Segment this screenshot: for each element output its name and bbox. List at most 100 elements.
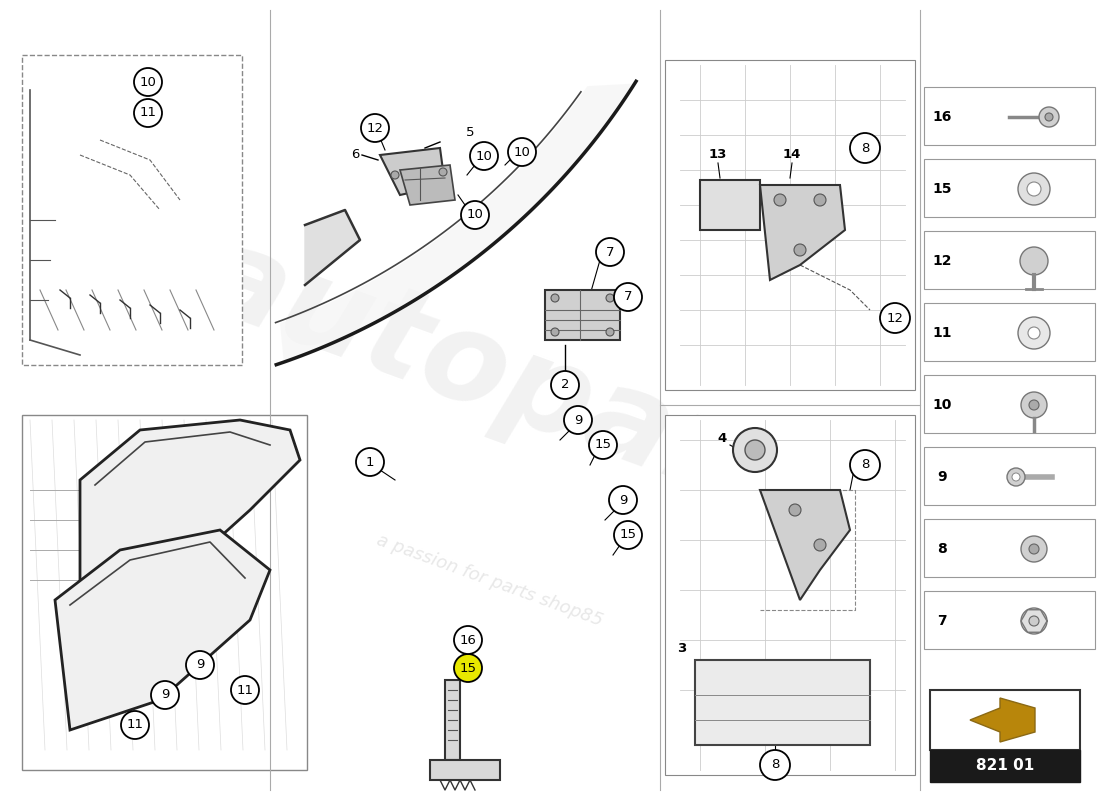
Circle shape	[1028, 616, 1040, 626]
Circle shape	[614, 521, 642, 549]
Text: a passion for parts shop85: a passion for parts shop85	[374, 530, 606, 630]
Polygon shape	[970, 698, 1035, 742]
Circle shape	[121, 711, 148, 739]
Text: 821 01: 821 01	[976, 758, 1034, 774]
Text: 10: 10	[933, 398, 952, 412]
FancyBboxPatch shape	[924, 375, 1094, 433]
Circle shape	[439, 168, 447, 176]
Circle shape	[454, 626, 482, 654]
Circle shape	[1040, 107, 1059, 127]
Text: 3: 3	[678, 642, 686, 654]
Circle shape	[551, 294, 559, 302]
Polygon shape	[760, 185, 845, 280]
FancyBboxPatch shape	[930, 750, 1080, 782]
Text: 10: 10	[140, 75, 156, 89]
Circle shape	[186, 651, 214, 679]
Circle shape	[508, 138, 536, 166]
Circle shape	[1021, 392, 1047, 418]
Text: 9: 9	[937, 470, 947, 484]
Circle shape	[596, 238, 624, 266]
Circle shape	[470, 142, 498, 170]
Polygon shape	[80, 420, 300, 620]
Circle shape	[609, 486, 637, 514]
Circle shape	[606, 294, 614, 302]
Text: 12: 12	[887, 311, 903, 325]
FancyBboxPatch shape	[666, 415, 915, 775]
Text: 9: 9	[161, 689, 169, 702]
Polygon shape	[279, 83, 637, 364]
Circle shape	[361, 114, 389, 142]
Text: autoparts: autoparts	[186, 215, 874, 565]
Circle shape	[1018, 173, 1050, 205]
Polygon shape	[544, 290, 620, 340]
Polygon shape	[760, 490, 850, 600]
Circle shape	[1020, 247, 1048, 275]
Text: 8: 8	[937, 542, 947, 556]
FancyBboxPatch shape	[924, 519, 1094, 577]
Circle shape	[789, 504, 801, 516]
Text: 10: 10	[466, 209, 483, 222]
FancyBboxPatch shape	[924, 303, 1094, 361]
Text: 12: 12	[366, 122, 384, 134]
Circle shape	[745, 440, 764, 460]
Text: 6: 6	[351, 149, 360, 162]
Circle shape	[760, 750, 790, 780]
Text: 15: 15	[619, 529, 637, 542]
Text: 15: 15	[594, 438, 612, 451]
Text: 8: 8	[771, 758, 779, 771]
Text: 15: 15	[460, 662, 476, 674]
Text: 9: 9	[196, 658, 205, 671]
Circle shape	[794, 244, 806, 256]
Text: 8: 8	[861, 142, 869, 154]
Circle shape	[564, 406, 592, 434]
Circle shape	[850, 450, 880, 480]
Circle shape	[1006, 468, 1025, 486]
FancyBboxPatch shape	[924, 87, 1094, 145]
Text: 11: 11	[933, 326, 952, 340]
Text: 5: 5	[465, 126, 474, 138]
Polygon shape	[700, 180, 760, 230]
FancyBboxPatch shape	[924, 231, 1094, 289]
Circle shape	[1012, 473, 1020, 481]
FancyBboxPatch shape	[22, 415, 307, 770]
FancyBboxPatch shape	[924, 159, 1094, 217]
Circle shape	[551, 328, 559, 336]
Circle shape	[1021, 608, 1047, 634]
Circle shape	[151, 681, 179, 709]
Circle shape	[231, 676, 258, 704]
Circle shape	[850, 133, 880, 163]
Circle shape	[461, 201, 490, 229]
Text: 11: 11	[126, 718, 143, 731]
Text: 13: 13	[708, 149, 727, 162]
Circle shape	[1028, 400, 1040, 410]
FancyBboxPatch shape	[930, 690, 1080, 750]
Circle shape	[390, 171, 399, 179]
Text: 12: 12	[933, 254, 952, 268]
FancyBboxPatch shape	[924, 591, 1094, 649]
FancyBboxPatch shape	[22, 55, 242, 365]
Circle shape	[134, 99, 162, 127]
Circle shape	[551, 371, 579, 399]
Circle shape	[1028, 327, 1040, 339]
Circle shape	[814, 539, 826, 551]
Text: 8: 8	[861, 458, 869, 471]
Text: 16: 16	[460, 634, 476, 646]
Text: 16: 16	[933, 110, 952, 124]
Circle shape	[356, 448, 384, 476]
Text: 7: 7	[606, 246, 614, 258]
FancyBboxPatch shape	[666, 60, 915, 390]
Text: 7: 7	[624, 290, 632, 303]
Circle shape	[1045, 113, 1053, 121]
Text: 4: 4	[717, 431, 727, 445]
Circle shape	[454, 654, 482, 682]
Circle shape	[774, 194, 786, 206]
Polygon shape	[55, 530, 270, 730]
Circle shape	[1027, 182, 1041, 196]
Circle shape	[733, 428, 777, 472]
Circle shape	[880, 303, 910, 333]
Polygon shape	[379, 148, 446, 195]
Text: 10: 10	[475, 150, 493, 162]
Text: 9: 9	[574, 414, 582, 426]
Circle shape	[134, 68, 162, 96]
Polygon shape	[430, 760, 500, 780]
